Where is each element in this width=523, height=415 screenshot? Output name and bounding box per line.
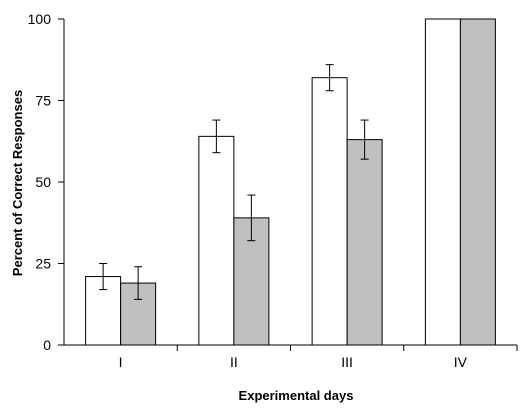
y-tick-label-100: 100 (28, 11, 52, 27)
bar-series2-III (346, 139, 383, 346)
x-tick-label-IV: IV (454, 354, 468, 370)
axes-layer (58, 18, 518, 351)
x-tick-label-I: I (119, 354, 123, 370)
x-tick-label-III: III (341, 354, 353, 370)
bar-series1-IV (424, 18, 461, 346)
bar-series1-II (198, 135, 235, 346)
y-tick-label-25: 25 (35, 256, 51, 272)
y-tick-label-50: 50 (35, 174, 51, 190)
bar-series1-III (311, 77, 348, 346)
y-tick-label-75: 75 (35, 93, 51, 109)
y-tick-label-0: 0 (43, 337, 51, 353)
x-tick-label-II: II (230, 354, 238, 370)
bar-series2-IV (459, 18, 496, 346)
error-bars-layer (99, 64, 369, 300)
bars-layer (85, 18, 496, 346)
x-axis-title: Experimental days (239, 388, 354, 403)
y-axis-title: Percent of Correct Responses (10, 90, 25, 276)
